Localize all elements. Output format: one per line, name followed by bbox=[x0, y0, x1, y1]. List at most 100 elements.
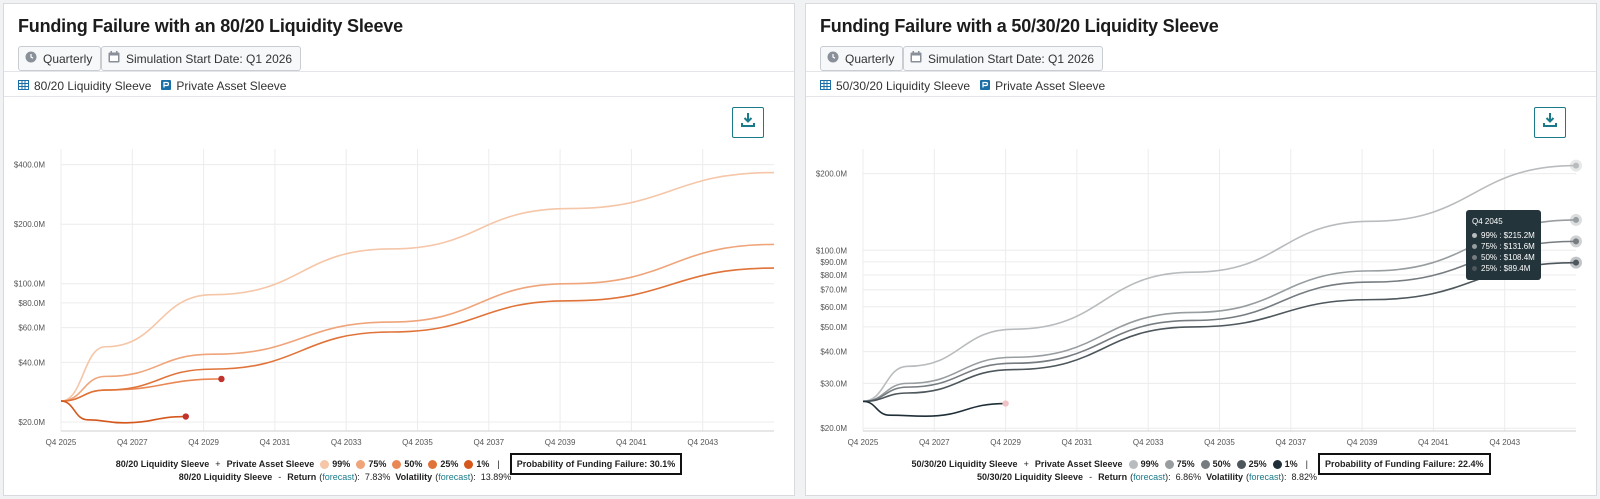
stats-sleeve-label: 80/20 Liquidity Sleeve bbox=[178, 472, 273, 482]
pct-label[interactable]: 25% bbox=[1248, 459, 1267, 469]
download-button[interactable] bbox=[732, 107, 764, 138]
return-label: Return bbox=[287, 472, 317, 482]
download-icon bbox=[740, 112, 756, 133]
divider bbox=[806, 96, 1596, 97]
pipe-separator: | bbox=[1305, 459, 1308, 469]
x-tick-label: Q4 2033 bbox=[1133, 438, 1164, 447]
volatility-value: 13.89% bbox=[480, 472, 512, 482]
failure-point bbox=[182, 413, 189, 420]
y-tick-label: $40.0M bbox=[820, 348, 847, 357]
chart-tooltip: Q4 2045 99% : $215.2M 75% : $131.6M 50% … bbox=[1466, 210, 1541, 280]
x-tick-label: Q4 2027 bbox=[117, 438, 148, 447]
legend-private-label: Private Asset Sleeve bbox=[176, 79, 287, 93]
x-tick-label: Q4 2039 bbox=[1347, 438, 1378, 447]
y-tick-label: $30.0M bbox=[820, 379, 847, 388]
forecast-link[interactable]: forecast bbox=[1133, 472, 1166, 482]
tooltip-dot bbox=[1472, 233, 1477, 238]
tooltip-row: 99% : $215.2M bbox=[1481, 231, 1535, 240]
bottom-sleeve-label: 80/20 Liquidity Sleeve bbox=[115, 459, 210, 469]
tooltip-row: 25% : $89.4M bbox=[1481, 264, 1531, 273]
legend-item-liquidity[interactable]: 50/30/20 Liquidity Sleeve bbox=[820, 79, 970, 93]
pct-label[interactable]: 75% bbox=[368, 459, 387, 469]
probability-of-failure: Probability of Funding Failure: 30.1% bbox=[509, 453, 683, 475]
pct-label[interactable]: 50% bbox=[404, 459, 423, 469]
tooltip-title: Q4 2045 bbox=[1472, 217, 1503, 226]
y-tick-label: $20.0M bbox=[820, 424, 847, 433]
legend-item-liquidity[interactable]: 80/20 Liquidity Sleeve bbox=[18, 79, 151, 93]
legend-private-label: Private Asset Sleeve bbox=[995, 79, 1106, 93]
bottom-stats-row: 50/30/20 Liquidity Sleeve - Return (fore… bbox=[977, 472, 1317, 482]
series-line-99pct bbox=[60, 171, 775, 402]
chart-panel-80-20: Funding Failure with an 80/20 Liquidity … bbox=[3, 3, 795, 496]
legend-item-private[interactable]: Private Asset Sleeve bbox=[161, 79, 286, 93]
x-tick-label: Q4 2031 bbox=[260, 438, 291, 447]
line-chart: Q4 2025 Q4 2027 Q4 2029 Q4 2031 Q4 2033 Q4 20… bbox=[816, 149, 1582, 447]
x-tick-label: Q4 2025 bbox=[848, 438, 879, 447]
pct-label[interactable]: 75% bbox=[1176, 459, 1195, 469]
forecast-link[interactable]: forecast bbox=[438, 472, 471, 482]
y-tick-label: $50.0M bbox=[820, 323, 847, 332]
calendar-icon bbox=[910, 51, 922, 66]
y-tick-label: $80.0M bbox=[820, 271, 847, 280]
frequency-label: Quarterly bbox=[43, 51, 93, 66]
download-button[interactable] bbox=[1534, 107, 1566, 138]
pct-label[interactable]: 99% bbox=[332, 459, 351, 469]
legend-item-private[interactable]: Private Asset Sleeve bbox=[980, 79, 1105, 93]
x-tick-label: Q4 2041 bbox=[1418, 438, 1449, 447]
pct-dot bbox=[428, 459, 438, 469]
pipe-separator: | bbox=[497, 459, 500, 469]
x-tick-label: Q4 2031 bbox=[1062, 438, 1093, 447]
plus-sign: + bbox=[215, 459, 221, 469]
pct-dot bbox=[464, 459, 474, 469]
probability-of-failure: Probability of Funding Failure: 22.4% bbox=[1317, 453, 1491, 475]
pct-label[interactable]: 1% bbox=[1284, 459, 1298, 469]
y-tick-label: $200.0M bbox=[816, 170, 847, 179]
start-date-button[interactable]: Simulation Start Date: Q1 2026 bbox=[903, 46, 1104, 71]
bottom-stats-row: 80/20 Liquidity Sleeve - Return (forecas… bbox=[178, 472, 512, 482]
private-asset-icon bbox=[161, 79, 172, 93]
download-icon bbox=[1542, 112, 1558, 133]
x-tick-label: Q4 2035 bbox=[1204, 438, 1235, 447]
x-tick-label: Q4 2035 bbox=[402, 438, 433, 447]
tooltip-dot bbox=[1472, 255, 1477, 260]
y-tick-label: $60.0M bbox=[820, 303, 847, 312]
bottom-legend-row: 50/30/20 Liquidity Sleeve + Private Asse… bbox=[806, 453, 1596, 475]
y-tick-label: $70.0M bbox=[820, 286, 847, 295]
x-tick-label: Q4 2043 bbox=[1489, 438, 1520, 447]
return-value: 7.83% bbox=[364, 472, 391, 482]
pct-dot bbox=[320, 459, 330, 469]
frequency-button[interactable]: Quarterly bbox=[820, 46, 904, 71]
frequency-button[interactable]: Quarterly bbox=[18, 46, 102, 71]
pct-label[interactable]: 25% bbox=[440, 459, 459, 469]
series-line-75pct bbox=[862, 219, 1577, 403]
frequency-label: Quarterly bbox=[845, 51, 895, 66]
private-asset-icon bbox=[980, 79, 991, 93]
series-line-50pct bbox=[862, 240, 1577, 403]
panel-title: Funding Failure with an 80/20 Liquidity … bbox=[18, 16, 403, 36]
dash: - bbox=[278, 472, 282, 482]
x-tick-label: Q4 2033 bbox=[331, 438, 362, 447]
pct-label[interactable]: 50% bbox=[1212, 459, 1231, 469]
pct-label[interactable]: 1% bbox=[476, 459, 490, 469]
y-tick-label: $400.0M bbox=[14, 161, 45, 170]
series-line-25pct bbox=[862, 261, 1577, 403]
y-tick-label: $200.0M bbox=[14, 220, 45, 229]
clock-icon bbox=[25, 51, 37, 66]
grid-icon bbox=[820, 79, 831, 93]
series-line-1pct bbox=[60, 400, 186, 424]
y-tick-label: $90.0M bbox=[820, 258, 847, 267]
x-tick-label: Q4 2025 bbox=[46, 438, 77, 447]
forecast-link[interactable]: forecast bbox=[1248, 472, 1281, 482]
forecast-link[interactable]: forecast bbox=[322, 472, 355, 482]
start-date-button[interactable]: Simulation Start Date: Q1 2026 bbox=[101, 46, 302, 71]
legend-liquidity-label: 80/20 Liquidity Sleeve bbox=[34, 79, 152, 93]
series-line-25pct bbox=[60, 267, 775, 402]
x-tick-label: Q4 2029 bbox=[990, 438, 1021, 447]
chart-panel-50-30-20: Funding Failure with a 50/30/20 Liquidit… bbox=[805, 3, 1597, 496]
line-chart: Q4 2025 Q4 2027 Q4 2029 Q4 2031 Q4 2033 Q4 20… bbox=[14, 149, 775, 447]
pct-dot bbox=[1272, 459, 1282, 469]
pct-label[interactable]: 99% bbox=[1140, 459, 1159, 469]
panel-title: Funding Failure with a 50/30/20 Liquidit… bbox=[820, 16, 1219, 36]
x-tick-label: Q4 2043 bbox=[687, 438, 718, 447]
failure-point bbox=[1002, 400, 1009, 407]
